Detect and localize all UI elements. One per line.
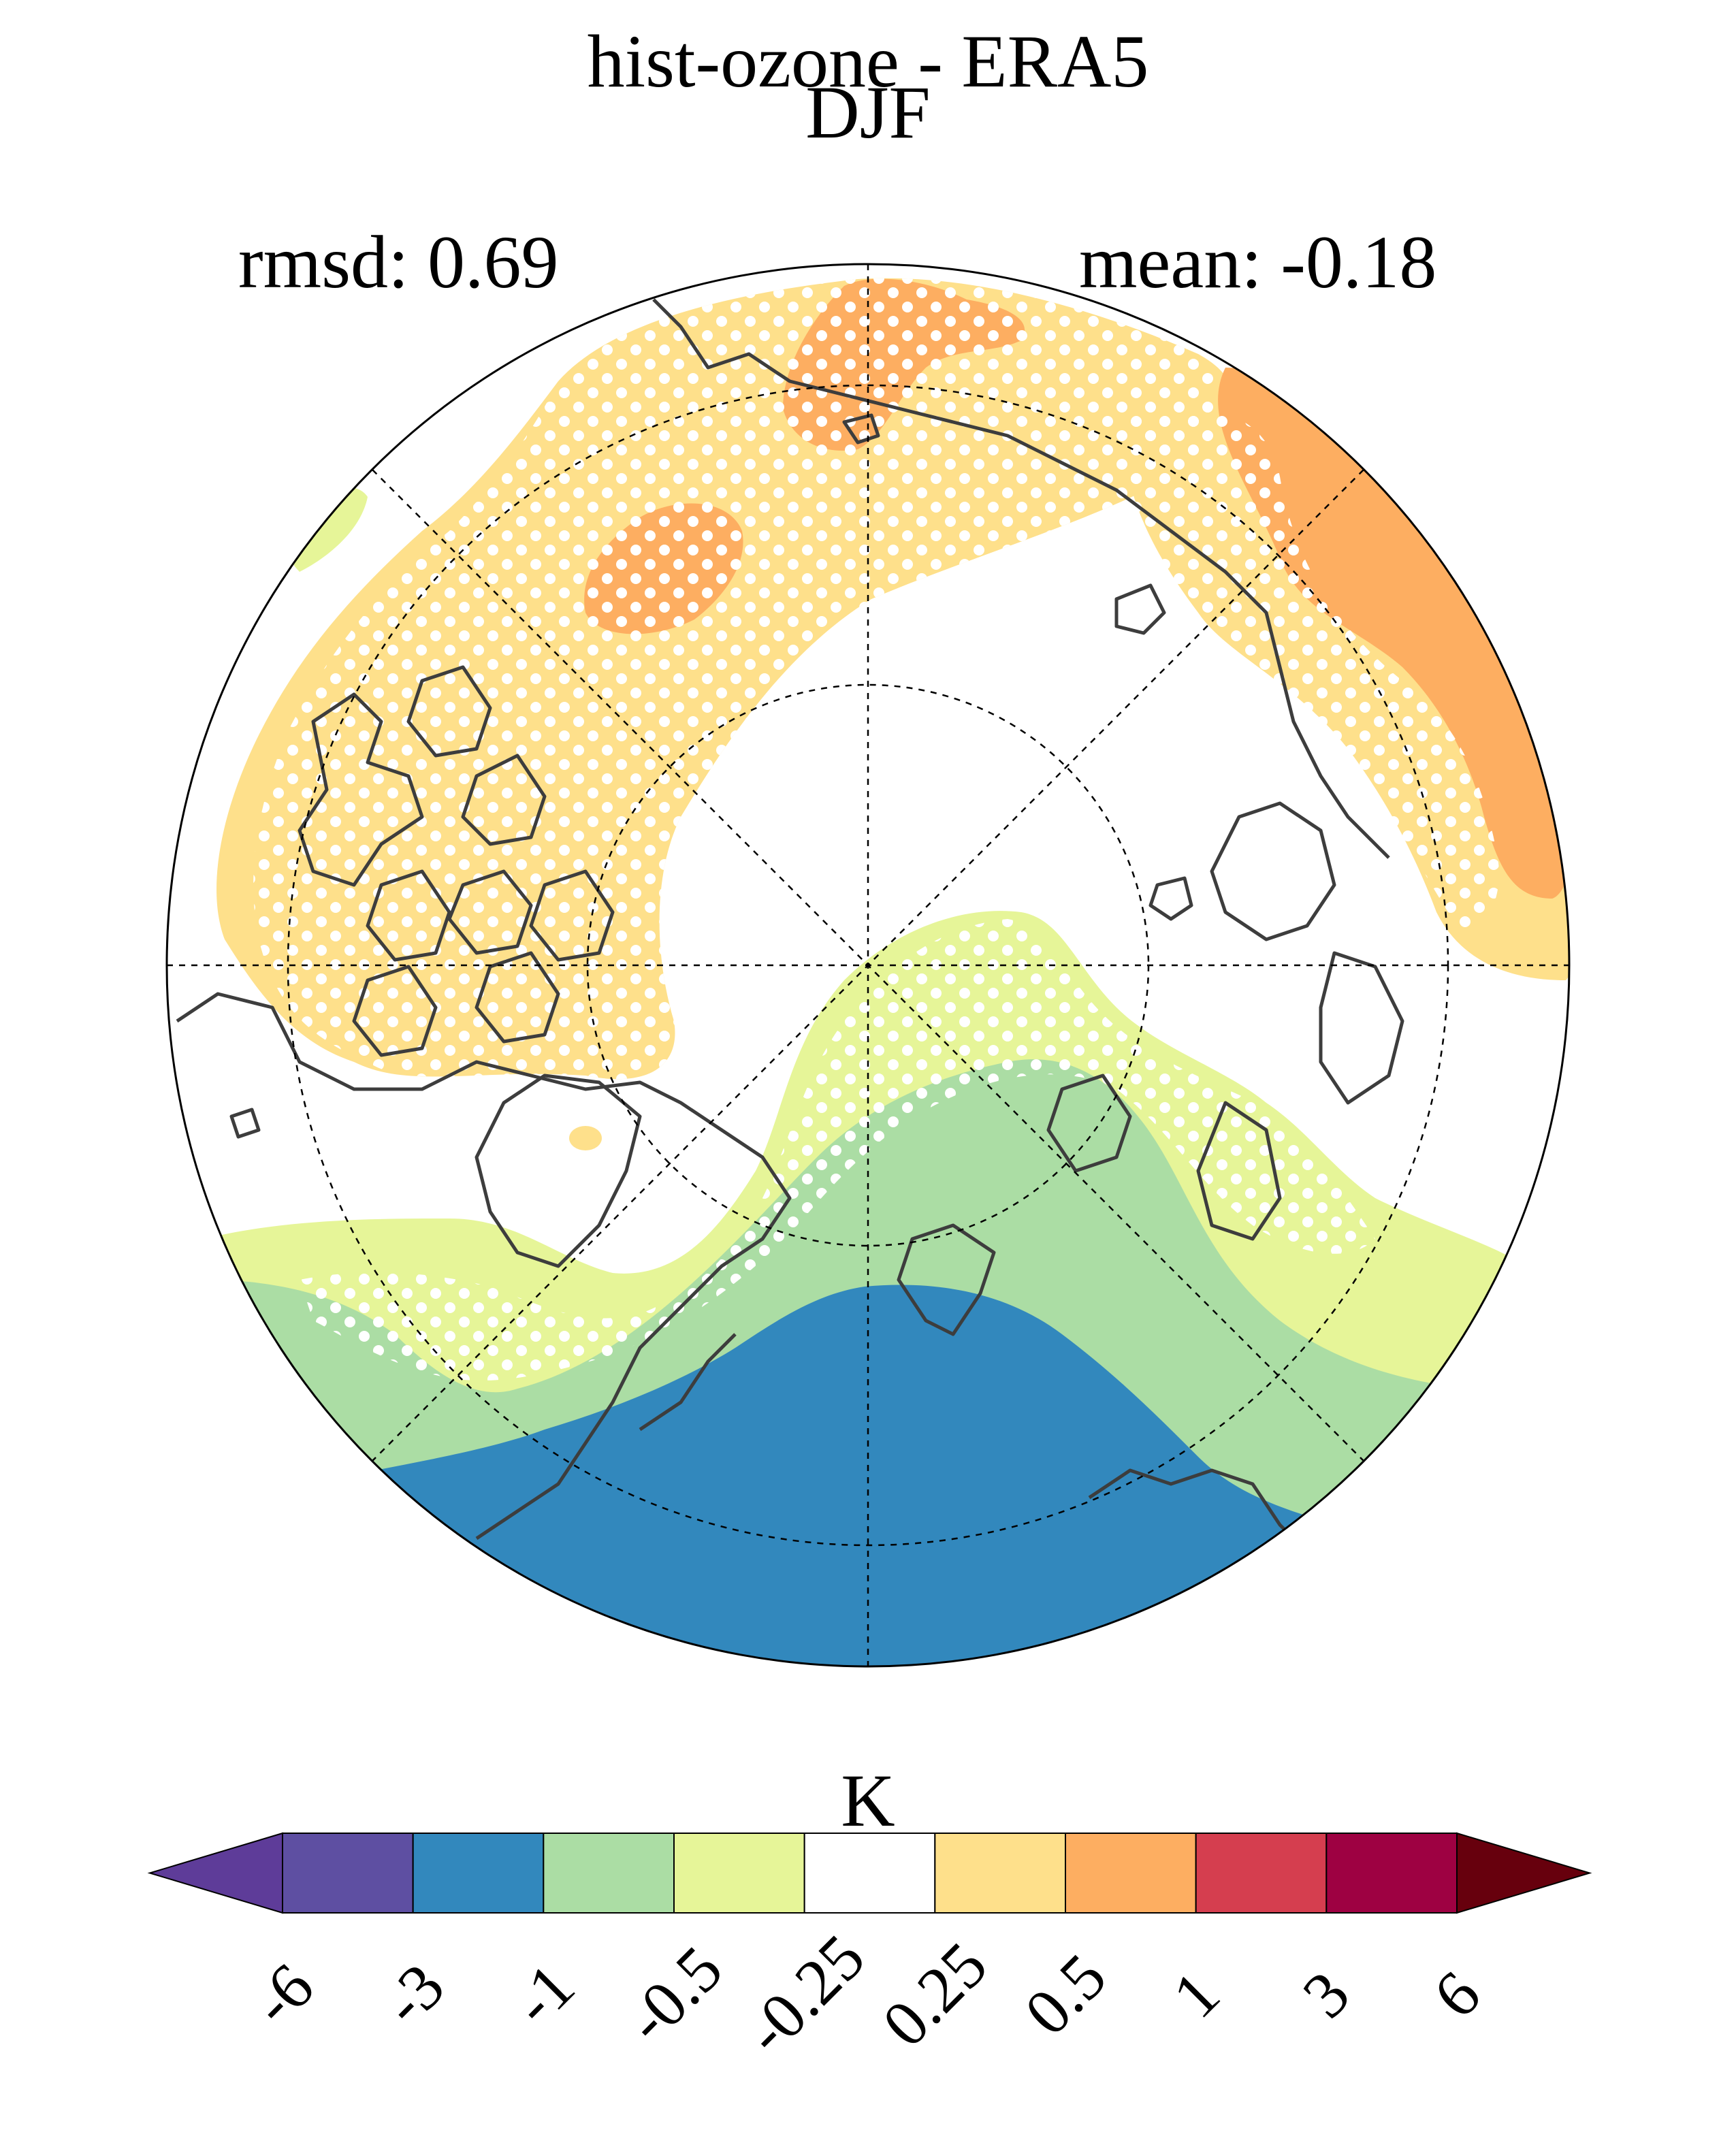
colorbar-under-triangle bbox=[147, 1832, 283, 1914]
colorbar-over-triangle bbox=[1456, 1832, 1592, 1914]
colorbar-swatch bbox=[412, 1833, 545, 1914]
colorbar-swatch bbox=[934, 1833, 1067, 1914]
colorbar bbox=[147, 1832, 1592, 1914]
mean-label: mean: -0.18 bbox=[1079, 221, 1437, 304]
map-field bbox=[167, 264, 1569, 1666]
field-pos-05-east bbox=[1218, 368, 1569, 899]
colorbar-swatch bbox=[543, 1833, 675, 1914]
stipple-east bbox=[1127, 408, 1499, 929]
rmsd-label: rmsd: 0.69 bbox=[238, 221, 559, 304]
colorbar-unit-label: K bbox=[841, 1759, 895, 1842]
colorbar-swatch bbox=[282, 1833, 414, 1914]
field-pos-blob bbox=[569, 1126, 602, 1150]
graticule bbox=[167, 264, 1569, 1666]
season-label: DJF bbox=[805, 71, 931, 154]
map-title: hist-ozone - ERA5 bbox=[587, 20, 1149, 103]
colorbar-swatch bbox=[673, 1833, 805, 1914]
colorbar-swatch bbox=[1065, 1833, 1197, 1914]
colorbar-swatch bbox=[803, 1833, 936, 1914]
colorbar-swatch bbox=[1325, 1833, 1458, 1914]
map-boundary bbox=[165, 263, 1571, 1668]
colorbar-swatch bbox=[1195, 1833, 1328, 1914]
stipple-north bbox=[253, 278, 1217, 1080]
stipple-south bbox=[300, 919, 1375, 1381]
field-neg-1 bbox=[340, 1285, 1334, 1666]
